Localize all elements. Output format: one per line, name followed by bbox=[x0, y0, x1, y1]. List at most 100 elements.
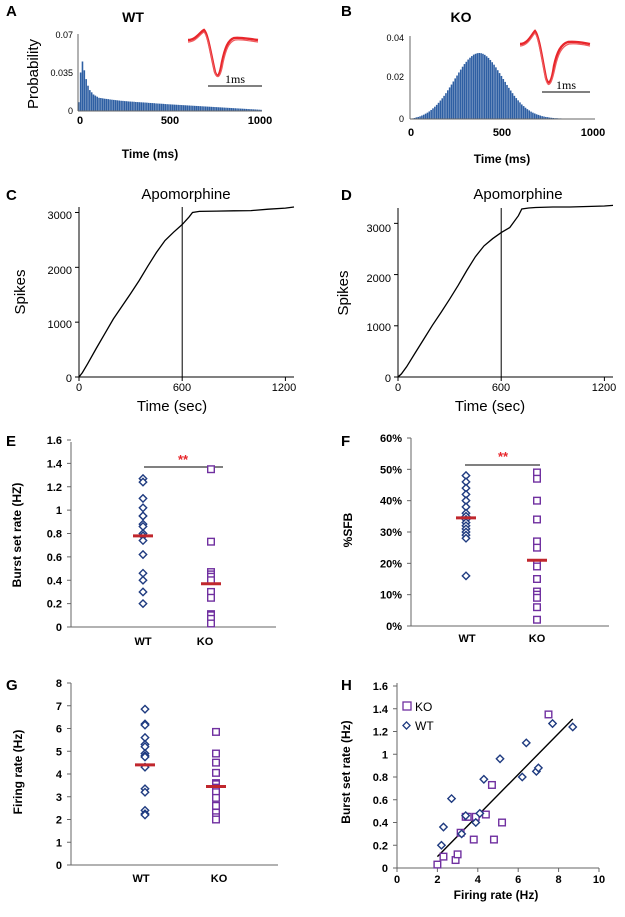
panel-b-xlabel: Time (ms) bbox=[474, 152, 530, 166]
histogram-bar bbox=[239, 108, 242, 111]
histogram-bar bbox=[87, 85, 89, 111]
panel-b-waveform-inset: 1ms bbox=[519, 29, 591, 93]
wt-point bbox=[140, 742, 150, 752]
histogram-bar bbox=[511, 93, 514, 119]
panel-g-xtick-ko: KO bbox=[211, 873, 228, 885]
panel-d-title: Apomorphine bbox=[473, 186, 562, 203]
ko-point bbox=[489, 835, 498, 844]
ko-point bbox=[498, 818, 507, 827]
histogram-bar bbox=[225, 107, 227, 111]
panel-f-sfb: F 0% 10% 20% 30% 40% 50% 60% WT KO %SFB … bbox=[341, 433, 609, 645]
histogram-bar bbox=[530, 111, 532, 119]
panel-b-xtick-500: 500 bbox=[493, 127, 511, 139]
histogram-bar bbox=[217, 107, 220, 111]
wt-point bbox=[138, 521, 148, 532]
histogram-bar bbox=[107, 99, 110, 111]
histogram-bar bbox=[450, 84, 453, 119]
histogram-bar bbox=[125, 101, 128, 111]
panel-label-c: C bbox=[6, 187, 17, 204]
panel-h-points bbox=[433, 710, 578, 869]
wt-point bbox=[140, 704, 150, 714]
wt-point bbox=[138, 503, 148, 513]
panel-g-points bbox=[135, 704, 226, 824]
ko-point bbox=[439, 852, 448, 861]
histogram-bar bbox=[190, 105, 192, 111]
histogram-bar bbox=[112, 99, 115, 111]
histogram-bar bbox=[541, 116, 543, 119]
histogram-bar bbox=[184, 105, 187, 111]
histogram-bar bbox=[484, 54, 486, 119]
panel-label-a: A bbox=[6, 3, 17, 20]
histogram-bar bbox=[212, 106, 214, 111]
histogram-bar bbox=[168, 104, 170, 111]
panel-e-ytick: 1.2 bbox=[47, 482, 62, 494]
legend-wt-marker bbox=[402, 721, 411, 730]
panel-c-tick-marks bbox=[75, 211, 286, 381]
histogram-bar bbox=[90, 92, 93, 111]
histogram-bar bbox=[247, 109, 249, 111]
histogram-bar bbox=[100, 98, 102, 111]
panel-h-xtick: 0 bbox=[394, 874, 400, 886]
panel-e-ytick: 1.4 bbox=[47, 458, 63, 470]
histogram-bar bbox=[158, 103, 161, 111]
panel-e-xtick-ko: KO bbox=[197, 636, 214, 648]
histogram-bar bbox=[203, 106, 205, 111]
panel-c-ytick-0: 0 bbox=[66, 373, 72, 385]
histogram-bar bbox=[491, 62, 493, 119]
panel-g-ytick: 8 bbox=[56, 678, 62, 690]
panel-g-ytick: 5 bbox=[56, 746, 62, 758]
panel-e-ytick: 0.8 bbox=[47, 529, 62, 541]
histogram-bar bbox=[252, 109, 255, 111]
histogram-bar bbox=[138, 102, 141, 111]
ko-point bbox=[544, 710, 553, 719]
histogram-bar bbox=[146, 102, 148, 111]
wt-point bbox=[479, 774, 489, 784]
histogram-bar bbox=[434, 106, 436, 119]
panel-d-ytick-2000: 2000 bbox=[367, 273, 391, 285]
panel-e-ytick: 1 bbox=[56, 505, 62, 517]
panel-f-ytick: 40% bbox=[380, 496, 402, 508]
legend-wt-label: WT bbox=[415, 719, 434, 733]
ko-point bbox=[206, 593, 215, 602]
histogram-bar bbox=[467, 59, 469, 119]
panel-a-ylabel: Probability bbox=[25, 38, 42, 109]
ko-point bbox=[533, 543, 542, 552]
histogram-bar bbox=[175, 104, 178, 111]
histogram-bar bbox=[452, 81, 455, 119]
wt-point bbox=[138, 477, 148, 487]
panel-b-title: KO bbox=[451, 9, 472, 25]
panel-h-correlation: H 0 0.2 0.4 0.6 0.8 1 1.2 1.4 1.6 0 2 4 … bbox=[339, 677, 605, 902]
panel-e-burst-rate: E 0 0.2 0.4 0.6 0.8 1 1.2 1.4 1.6 WT KO … bbox=[6, 433, 276, 648]
ko-point bbox=[533, 615, 542, 624]
histogram-bar bbox=[173, 104, 176, 111]
panel-e-ytick: 1.6 bbox=[47, 435, 62, 447]
panel-b-waveform-2 bbox=[519, 32, 591, 85]
histogram-bar bbox=[526, 109, 529, 119]
histogram-bar bbox=[463, 64, 466, 119]
histogram-bar bbox=[519, 102, 521, 119]
panel-b-bars bbox=[410, 52, 582, 120]
panel-f-ytick: 50% bbox=[380, 464, 402, 476]
histogram-bar bbox=[443, 95, 445, 119]
histogram-bar bbox=[92, 94, 95, 111]
histogram-bar bbox=[223, 107, 225, 111]
panel-d-ytick-1000: 1000 bbox=[367, 322, 391, 334]
histogram-bar bbox=[254, 109, 257, 111]
panel-g-ytick: 1 bbox=[56, 837, 62, 849]
histogram-bar bbox=[166, 104, 168, 111]
histogram-bar bbox=[149, 102, 152, 111]
panel-h-xticks: 0 2 4 6 8 10 bbox=[394, 868, 605, 886]
histogram-bar bbox=[131, 101, 133, 111]
histogram-bar bbox=[441, 98, 444, 119]
histogram-bar bbox=[197, 106, 200, 111]
histogram-bar bbox=[485, 56, 488, 119]
histogram-bar bbox=[448, 87, 451, 119]
histogram-bar bbox=[500, 75, 503, 119]
panel-a-xlabel: Time (ms) bbox=[122, 147, 178, 161]
wt-point bbox=[533, 763, 544, 773]
histogram-bar bbox=[498, 73, 501, 119]
wt-point bbox=[138, 575, 148, 585]
histogram-bar bbox=[181, 105, 183, 111]
histogram-bar bbox=[162, 103, 165, 111]
histogram-bar bbox=[493, 64, 495, 119]
